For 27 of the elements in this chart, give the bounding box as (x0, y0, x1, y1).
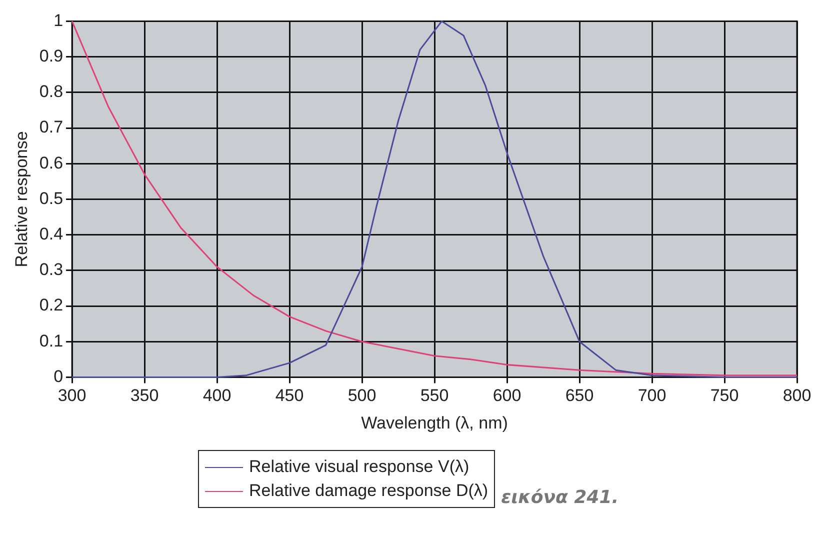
legend-label: Relative visual response V(λ) (249, 456, 470, 478)
y-tick-label: 0.3 (39, 260, 64, 280)
x-tick-label: 500 (348, 386, 376, 406)
y-tick-label: 0.5 (39, 188, 64, 208)
legend-label: Relative damage response D(λ) (249, 480, 488, 502)
x-axis-title: Wavelength (λ, nm) (361, 413, 508, 432)
y-tick-label: 0.2 (39, 296, 64, 315)
text: εικόνα 241. (501, 487, 619, 508)
x-tick-label: 350 (130, 386, 159, 406)
y-tick-label: 0.7 (39, 118, 64, 137)
x-tick-label: 300 (58, 386, 86, 406)
y-tick-label: 0.4 (39, 224, 64, 244)
y-tick-label: 0.8 (39, 82, 64, 102)
x-tick-label: 450 (275, 386, 304, 406)
y-tick-label: 0.9 (39, 46, 64, 66)
x-tick-label: 400 (202, 386, 232, 406)
y-tick-label: 0 (54, 366, 64, 386)
x-tick-label: 650 (565, 386, 594, 406)
y-tick-label: 0.6 (39, 153, 64, 172)
x-tick-label: 700 (638, 386, 666, 406)
x-tick-label: 600 (492, 386, 522, 406)
x-tick-label: 550 (420, 386, 449, 406)
x-tick-label: 750 (710, 386, 739, 406)
x-tick-label: 800 (782, 386, 812, 406)
y-tick-label: 0.1 (39, 331, 64, 350)
y-axis-title: Relative response (12, 131, 31, 268)
y-tick-label: 1 (54, 10, 64, 30)
